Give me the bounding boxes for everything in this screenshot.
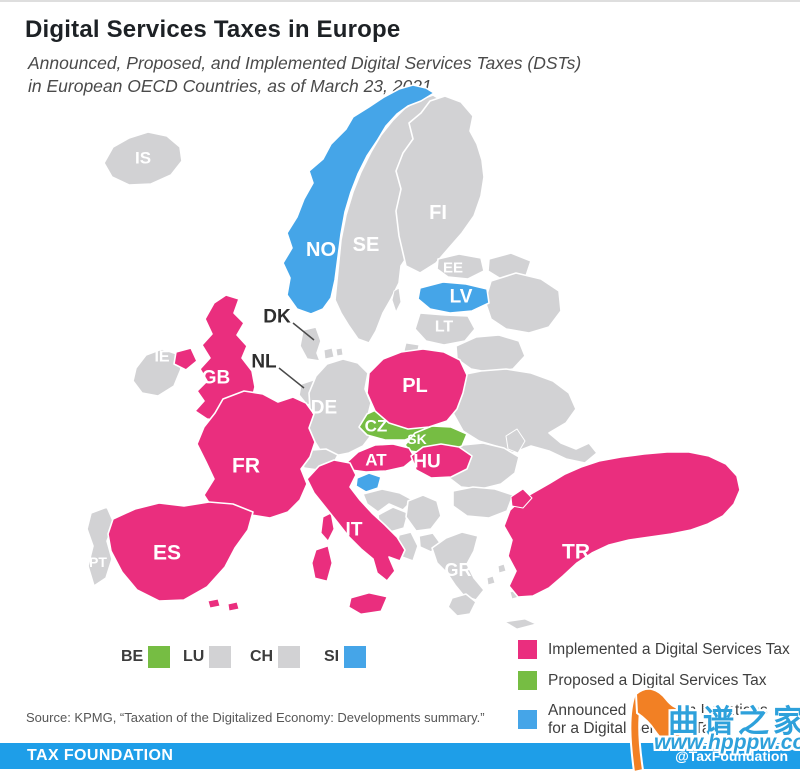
label-france: FR (232, 455, 260, 478)
label-portugal: PT (89, 554, 107, 570)
label-germany: DE (311, 398, 337, 419)
netherlands-callout-line (278, 367, 305, 389)
country-finland (395, 95, 485, 274)
country-italy (306, 459, 406, 582)
country-france (196, 390, 316, 522)
mini-legend-item-slovenia: SI (324, 646, 367, 668)
label-hungary: HU (413, 452, 440, 473)
country-ireland (132, 348, 182, 397)
watermark-site-name: 曲谱之家 (668, 704, 800, 739)
label-sweden: SE (353, 234, 380, 256)
label-iceland: IS (135, 149, 151, 168)
country-ukraine (448, 368, 598, 464)
footer-bar: TAX FOUNDATION @TaxFoundation (0, 743, 800, 769)
country-iceland (103, 131, 183, 186)
legend-label-proposed: Proposed a Digital Services Tax (548, 671, 767, 689)
label-estonia: EE (443, 260, 463, 277)
island-balearic-1 (207, 598, 221, 609)
island-corsica (320, 512, 335, 542)
country-latvia (417, 281, 490, 314)
legend-item-proposed: Proposed a Digital Services Tax (518, 671, 767, 690)
label-czechia: CZ (365, 417, 388, 436)
country-greece (431, 531, 485, 601)
island-sardinia (311, 545, 333, 582)
mini-legend-swatch-luxembourg (209, 646, 232, 668)
island-zealand (323, 347, 335, 360)
country-croatia (362, 488, 414, 513)
legend-label-implemented: Implemented a Digital Services Tax (548, 640, 790, 658)
subtitle-line-1: Announced, Proposed, and Implemented Dig… (28, 53, 582, 73)
mini-legend-item-luxembourg: LU (183, 646, 232, 668)
country-turkey-thrace (510, 488, 533, 509)
country-belarus (455, 334, 526, 374)
source-note: Source: KPMG, “Taxation of the Digitaliz… (26, 710, 485, 725)
label-great-britain: GB (202, 368, 231, 389)
country-greece-peloponnese (447, 593, 477, 617)
island-crete (504, 618, 537, 630)
mini-legend-swatch-slovenia (344, 646, 367, 668)
country-moldova (505, 428, 526, 454)
island-gotland (391, 287, 402, 313)
legend-swatch-announced (518, 710, 537, 730)
mini-legend-swatch-belgium (148, 646, 171, 668)
mini-legend-label-luxembourg: LU (183, 648, 205, 665)
island-funen (335, 347, 344, 357)
island-balearic-2 (227, 601, 240, 612)
mini-legend-label-belgium: BE (121, 648, 144, 665)
country-portugal (86, 506, 115, 587)
country-slovenia (355, 472, 382, 493)
label-norway: NO (306, 239, 336, 261)
footer-twitter-handle: @TaxFoundation (675, 748, 788, 764)
country-serbia (405, 494, 442, 532)
label-spain: ES (153, 542, 181, 565)
label-netherlands: NL (251, 352, 277, 373)
country-turkey (503, 451, 741, 598)
country-bulgaria (452, 486, 514, 519)
label-greece: GR (445, 560, 472, 580)
island-aegean-2 (497, 563, 507, 574)
country-hungary (410, 443, 473, 479)
island-sicily (348, 592, 388, 615)
watermark-logo-icon (629, 687, 692, 772)
country-poland (366, 348, 468, 430)
label-slovakia: SK (407, 431, 426, 447)
mini-legend-label-switzerland: CH (250, 648, 274, 665)
subtitle-line-2: in European OECD Countries, as of March … (28, 76, 432, 97)
footer-brand: TAX FOUNDATION (27, 747, 174, 764)
label-latvia: LV (450, 287, 473, 308)
mini-legend-item-switzerland: CH (250, 646, 301, 668)
subtitle: Announced, Proposed, and Implemented Dig… (28, 52, 581, 99)
label-austria: AT (365, 451, 387, 470)
mini-legend-item-belgium: BE (121, 646, 171, 668)
label-italy: IT (346, 520, 363, 541)
label-denmark: DK (263, 307, 291, 328)
watermark-url: www.hpppw.com (654, 731, 800, 754)
label-ireland: IE (154, 349, 169, 366)
page-title: Digital Services Taxes in Europe (25, 16, 401, 43)
mini-legend-label-slovenia: SI (324, 648, 340, 665)
mini-legend-swatch-switzerland (278, 646, 301, 668)
country-northern-ireland (173, 347, 198, 371)
country-estonia (436, 253, 485, 280)
country-norway (282, 84, 435, 315)
label-lithuania: LT (435, 319, 454, 336)
country-russia (484, 272, 562, 334)
country-spain (107, 501, 254, 602)
label-finland: FI (429, 202, 447, 224)
label-poland: PL (402, 375, 428, 397)
top-border (0, 0, 800, 2)
label-turkey: TR (562, 541, 590, 564)
legend-swatch-implemented (518, 640, 537, 659)
country-denmark (299, 326, 322, 362)
legend-item-implemented: Implemented a Digital Services Tax (518, 640, 790, 659)
legend-swatch-proposed (518, 671, 537, 690)
denmark-callout-line (292, 322, 315, 341)
island-aegean-1 (486, 575, 496, 586)
country-lithuania (414, 312, 476, 346)
